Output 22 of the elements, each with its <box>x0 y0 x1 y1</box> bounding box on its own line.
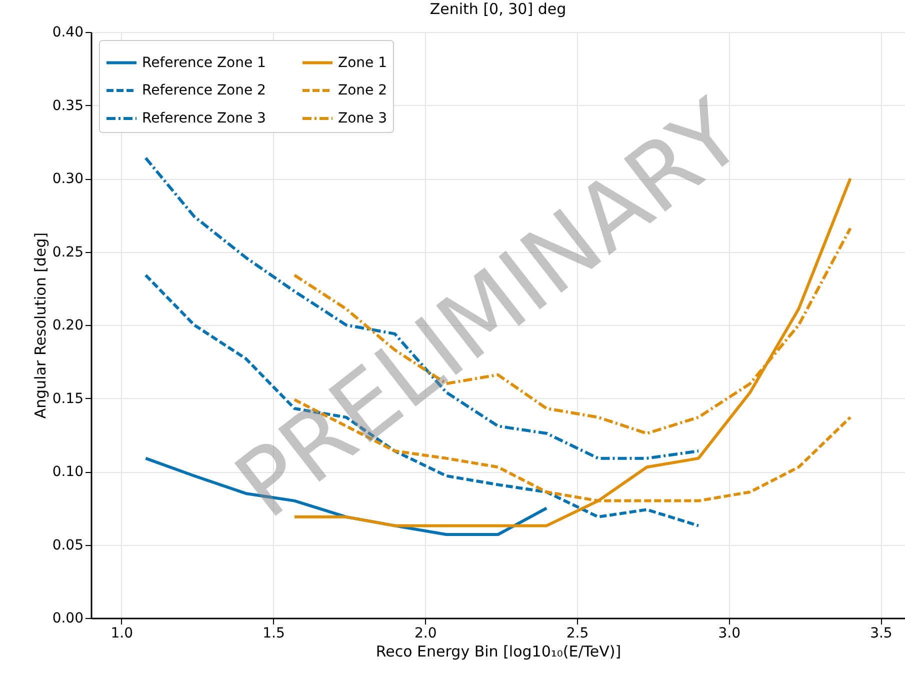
x-tick-label: 1.5 <box>262 626 285 642</box>
y-tick-label: 0.15 <box>52 390 84 407</box>
x-tick-label: 3.5 <box>870 626 892 642</box>
legend-label: Reference Zone 1 <box>142 54 266 71</box>
legend-label: Zone 1 <box>338 54 387 71</box>
y-tick-label: 0.40 <box>52 24 84 40</box>
y-tick-label: 0.10 <box>52 464 84 480</box>
y-tick-label: 0.20 <box>52 318 84 334</box>
y-tick-label: 0.35 <box>52 98 84 114</box>
x-tick-label: 2.0 <box>414 626 437 642</box>
x-tick-label: 3.0 <box>718 626 740 642</box>
y-tick-label: 0.05 <box>52 537 84 554</box>
legend-label: Zone 2 <box>338 82 387 98</box>
y-axis-title: Angular Resolution [deg] <box>31 232 50 419</box>
y-tick-label: 0.00 <box>52 610 84 626</box>
chart-title: Zenith [0, 30] deg <box>430 0 566 18</box>
x-tick-label: 2.5 <box>566 626 589 642</box>
x-axis-title: Reco Energy Bin [log10₁₀(E/TeV)] <box>376 642 622 660</box>
y-tick-label: 0.25 <box>52 244 84 260</box>
legend-label: Reference Zone 2 <box>142 82 266 98</box>
y-tick-label: 0.30 <box>52 171 84 187</box>
x-tick-label: 1.0 <box>110 626 134 642</box>
